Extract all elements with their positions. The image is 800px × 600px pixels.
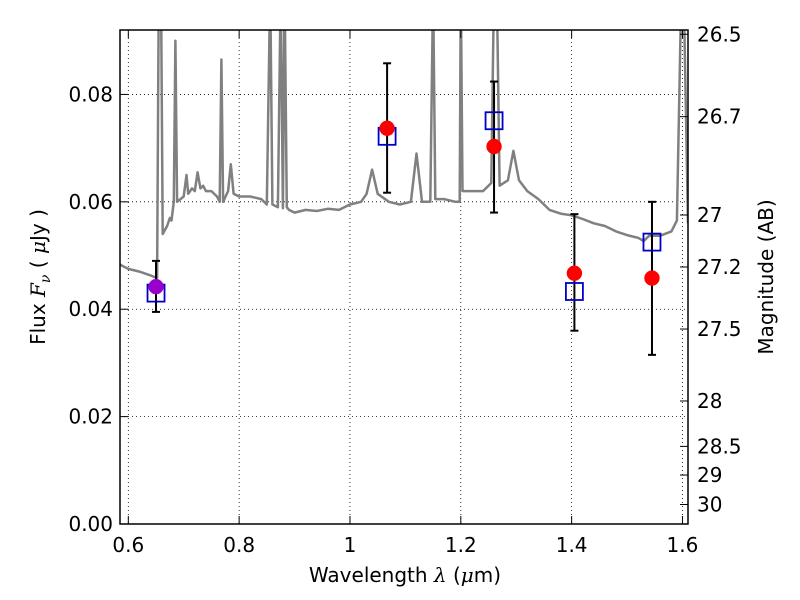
magnitude-tick-label: 28.5 <box>697 434 742 458</box>
observed-point <box>566 265 583 281</box>
observed-point <box>644 270 660 286</box>
y-tick-label: 0.00 <box>68 512 113 536</box>
y-axis-flux-symbol: F <box>26 282 50 298</box>
y-tick-label: 0.06 <box>68 190 113 214</box>
x-axis-mu: μ <box>461 563 474 587</box>
x-tick-label: 1.4 <box>556 533 588 557</box>
y-tick-label: 0.02 <box>68 405 113 429</box>
right-axis-label: Magnitude (AB) <box>754 199 778 354</box>
y-axis-flux-subscript: ν <box>38 274 54 283</box>
model-square-marker <box>642 232 662 252</box>
x-tick-label: 0.8 <box>223 533 255 557</box>
magnitude-tick-label: 27.5 <box>697 317 742 341</box>
y-axis-label-open: ( <box>26 254 50 275</box>
magnitude-tick-label: 30 <box>697 493 722 517</box>
observed-point <box>379 120 395 137</box>
x-axis-label-open: ( <box>447 563 461 587</box>
magnitude-tick-label: 29 <box>697 463 722 487</box>
y-tick-label: 0.08 <box>68 82 113 106</box>
y-axis-unit: Jy ) <box>26 209 50 243</box>
x-axis-lambda: λ <box>433 563 447 587</box>
x-tick-label: 1.2 <box>445 533 477 557</box>
spectrum-layer <box>120 30 688 280</box>
x-axis-label: Wavelength λ (μm) <box>309 563 501 587</box>
plot-frame <box>119 29 689 525</box>
y-tick-label: 0.04 <box>68 297 113 321</box>
model-square-marker <box>484 111 504 131</box>
observed-layer <box>148 120 660 295</box>
observed-point <box>486 138 502 155</box>
x-axis-unit: m) <box>474 563 501 587</box>
x-tick-label: 1 <box>344 533 357 557</box>
x-axis-label-prefix: Wavelength <box>309 563 434 587</box>
y-axis-label-prefix: Flux <box>26 297 50 345</box>
magnitude-tick-label: 26.7 <box>697 105 742 129</box>
magnitude-tick-label: 26.5 <box>697 22 742 46</box>
x-tick-label: 0.6 <box>112 533 144 557</box>
observed-point <box>148 278 164 295</box>
axis-ticks: 0.6 0.8 1 1.2 1.4 1.6 0.00 0.02 0.04 0.06 0.08 26.5… <box>68 22 741 557</box>
plot-background <box>120 30 688 524</box>
model-square-marker <box>565 282 584 301</box>
magnitude-tick-label: 27.2 <box>697 255 742 279</box>
magnitude-tick-label: 28 <box>697 389 722 413</box>
x-tick-label: 1.6 <box>667 533 699 557</box>
y-axis-label: Flux Fν ( μJy ) <box>26 209 54 345</box>
magnitude-tick-label: 27 <box>697 203 722 227</box>
grid <box>120 30 688 524</box>
y-axis-mu: μ <box>26 241 50 254</box>
spectrum-line <box>120 30 688 280</box>
